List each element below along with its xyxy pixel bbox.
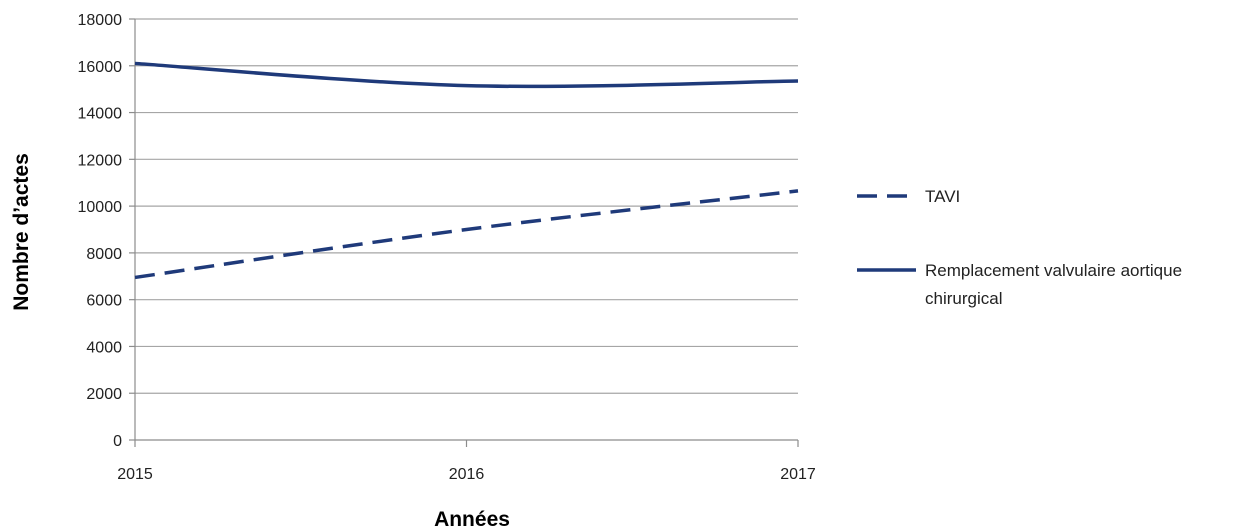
- x-tick-label: 2016: [449, 466, 485, 483]
- series-line-remplacement: [134, 61, 799, 89]
- y-tick-label: 4000: [86, 339, 122, 356]
- legend: TAVI Remplacement valvulaire aortique chir…: [857, 187, 1182, 308]
- y-tick-label: 14000: [78, 106, 123, 123]
- y-tick-label: 2000: [86, 386, 122, 403]
- series-line-tavi: [134, 189, 799, 280]
- legend-label: chirurgical: [925, 289, 1002, 308]
- legend-label: TAVI: [925, 187, 960, 206]
- gridlines: [135, 18, 798, 394]
- y-tick-label: 16000: [78, 59, 123, 76]
- legend-label: Remplacement valvulaire aortique: [925, 261, 1182, 280]
- x-axis-title: Années: [434, 508, 510, 531]
- axes: [129, 18, 799, 447]
- series-lines: [134, 61, 799, 280]
- y-tick-label: 8000: [86, 246, 122, 263]
- x-tick-label: 2017: [780, 466, 816, 483]
- y-tick-label: 6000: [86, 293, 122, 310]
- y-tick-label: 10000: [78, 199, 123, 216]
- x-tick-labels: 2015 2016 2017: [117, 466, 816, 483]
- y-tick-label: 18000: [78, 12, 123, 29]
- y-tick-labels: 0 2000 4000 6000 8000 10000 12000 14000 16000 180…: [78, 12, 123, 450]
- x-tick-label: 2015: [117, 466, 153, 483]
- y-tick-label: 0: [113, 433, 122, 450]
- y-tick-label: 12000: [78, 152, 123, 169]
- y-axis-title: Nombre d’actes: [10, 153, 33, 311]
